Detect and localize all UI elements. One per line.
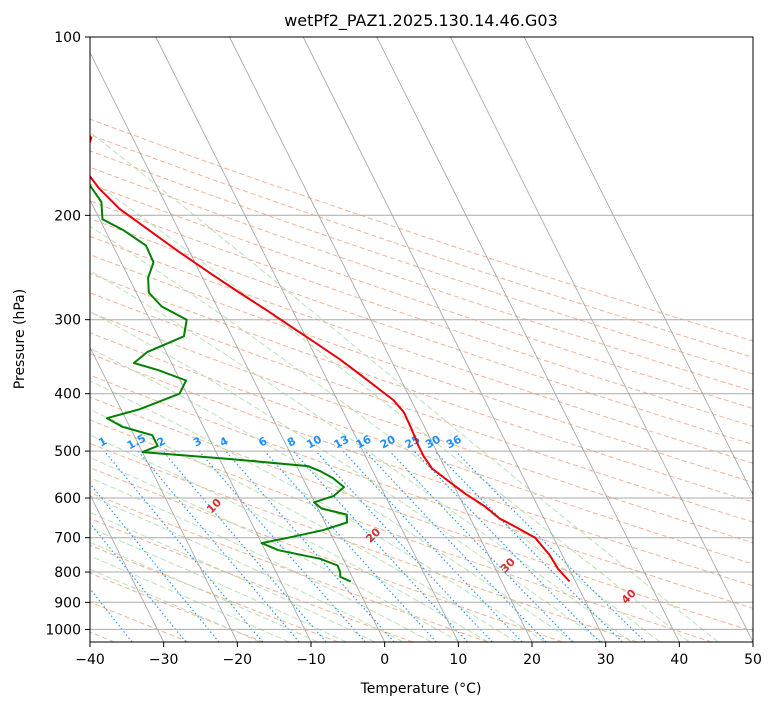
x-tick-label: 10 xyxy=(449,652,467,668)
mixing-ratio-line xyxy=(90,522,187,642)
moist-adiabat-line xyxy=(90,495,404,642)
isotherm-line xyxy=(90,346,238,642)
y-tick-label: 200 xyxy=(54,208,81,224)
dewpoint-profile-line xyxy=(90,184,352,583)
dry-adiabat-line xyxy=(90,467,563,642)
chart-title: wetPf2_PAZ1.2025.130.14.46.G03 xyxy=(284,11,558,31)
moist-adiabat-line xyxy=(90,310,603,642)
x-tick-label: −30 xyxy=(149,652,179,668)
moist-adiabat-line xyxy=(90,456,460,642)
isotherm-line xyxy=(90,198,312,642)
isotherm-line xyxy=(523,37,753,496)
mixing-ratio-line xyxy=(225,450,395,642)
dry-adiabat-line xyxy=(90,374,753,609)
y-tick-label: 300 xyxy=(54,313,81,329)
isotherm-line xyxy=(90,493,165,642)
moist-adiabat-line xyxy=(90,179,690,642)
plot-area: 0.10.20.40.611.52346810131620253036-100-… xyxy=(90,37,753,642)
moist-adiabat-line xyxy=(90,477,432,642)
temperature-profile-line xyxy=(90,134,571,583)
moist-adiabat-line xyxy=(90,380,546,642)
mixing-ratio-line xyxy=(103,450,264,642)
y-tick-label: 900 xyxy=(54,595,81,611)
mixing-ratio-line xyxy=(389,450,574,642)
isotherm-line xyxy=(450,37,753,642)
x-tick-label: 40 xyxy=(670,652,688,668)
mixing-ratio-label: 20 xyxy=(378,433,398,452)
dry-adiabat-line xyxy=(90,150,753,375)
mixing-ratio-line xyxy=(455,450,646,642)
dry-adiabat-line xyxy=(90,332,753,565)
y-tick-label: 400 xyxy=(54,387,81,403)
mixing-ratio-line xyxy=(264,450,437,642)
dry-adiabat-line xyxy=(90,254,753,483)
mixing-ratio-line xyxy=(315,450,493,642)
y-axis-ticks: 100 200 300 400 500 600 700 800 900 1000 xyxy=(45,30,90,638)
mixing-ratio-line xyxy=(434,450,623,642)
mixing-ratio-label: 36 xyxy=(444,433,464,452)
mixing-ratio-line xyxy=(364,450,547,642)
y-tick-label: 500 xyxy=(54,444,81,460)
isotherm-line xyxy=(302,37,607,642)
dry-adiabat-line xyxy=(90,353,753,587)
mixing-ratio-label: 30 xyxy=(423,433,443,452)
mixing-ratio-line xyxy=(90,482,220,642)
profile-lines xyxy=(90,134,571,583)
mixing-ratio-line xyxy=(137,450,300,642)
x-tick-label: 50 xyxy=(744,652,762,668)
y-tick-label: 600 xyxy=(54,491,81,507)
isotherm-line xyxy=(155,37,459,642)
isotherms xyxy=(90,37,753,642)
x-tick-label: 30 xyxy=(597,652,615,668)
x-axis-ticks: −40 −30 −20 −10 0 10 20 30 40 50 xyxy=(75,642,762,668)
mixing-ratio-label: 16 xyxy=(354,433,374,452)
x-tick-label: 20 xyxy=(523,652,541,668)
moist-adiabat-line xyxy=(90,270,632,642)
isotherm-line xyxy=(376,37,680,642)
moist-adiabat-line xyxy=(90,131,719,642)
dry-adiabat-line xyxy=(90,183,753,410)
y-tick-label: 1000 xyxy=(45,622,81,638)
dry-adiabat-line xyxy=(90,134,753,358)
moist-adiabat-line xyxy=(90,434,489,642)
y-tick-label: 700 xyxy=(54,531,81,547)
dry-adiabat-line xyxy=(90,442,638,642)
x-axis-label: Temperature (°C) xyxy=(360,681,482,697)
dry-adiabat-line xyxy=(90,166,753,392)
moist-adiabat-line xyxy=(90,541,319,642)
x-tick-label: −40 xyxy=(75,652,105,668)
mixing-ratio-label: 10 xyxy=(304,433,324,452)
moist-adiabats xyxy=(90,131,719,642)
x-tick-label: −20 xyxy=(223,652,253,668)
mixing-ratio-line xyxy=(90,587,133,642)
mixing-ratio-label: 13 xyxy=(332,433,352,452)
mixing-ratio-lines xyxy=(90,450,646,642)
mixing-ratio-label: 25 xyxy=(403,433,423,452)
x-tick-label: −10 xyxy=(296,652,326,668)
isotherm-line xyxy=(229,37,533,642)
moist-adiabat-line xyxy=(90,347,574,642)
dry-adiabat-line xyxy=(90,312,753,544)
plot-frame xyxy=(89,36,754,643)
isotherm-line xyxy=(90,51,386,642)
dry-adiabat-line xyxy=(90,517,414,642)
y-tick-label: 100 xyxy=(54,30,81,46)
dry-adiabat-line xyxy=(90,217,753,446)
mixing-ratio-line xyxy=(413,450,601,642)
moist-adiabat-line xyxy=(90,409,517,642)
moist-adiabat-line xyxy=(90,527,347,642)
dry-adiabat-line xyxy=(90,292,753,523)
dry-adiabat-line xyxy=(90,419,712,642)
dry-adiabat-line xyxy=(90,396,753,632)
dry-adiabats xyxy=(90,118,753,642)
x-tick-label: 0 xyxy=(380,652,389,668)
y-axis-label: Pressure (hPa) xyxy=(12,289,28,389)
y-tick-label: 800 xyxy=(54,565,81,581)
pressure-gridlines xyxy=(90,37,753,630)
